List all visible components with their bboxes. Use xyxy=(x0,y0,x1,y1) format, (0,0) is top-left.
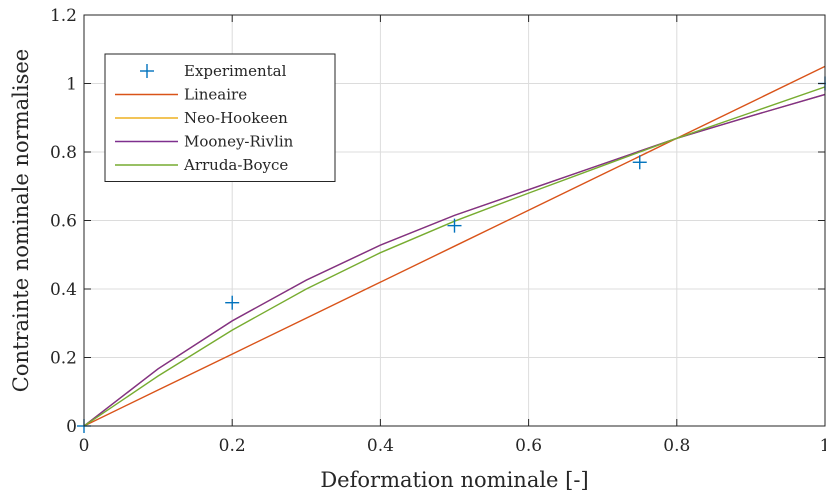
x-tick-label: 0 xyxy=(79,436,90,456)
y-tick-label: 0.2 xyxy=(50,349,77,369)
y-tick-label: 1 xyxy=(66,75,77,95)
y-tick-label: 0.8 xyxy=(50,143,77,163)
series-line-lineaire xyxy=(84,65,825,426)
legend-item: Neo-Hookeen xyxy=(115,109,288,127)
y-tick-label: 0.6 xyxy=(50,212,77,232)
legend-label: Neo-Hookeen xyxy=(184,109,288,127)
x-axis-label: Deformation nominale [-] xyxy=(320,468,588,492)
x-tick-label: 0.6 xyxy=(515,436,542,456)
data-point xyxy=(447,218,462,233)
x-tick-label: 1 xyxy=(820,436,826,456)
legend-item: Lineaire xyxy=(115,86,247,104)
x-tick-label: 0.4 xyxy=(367,436,394,456)
x-tick-label: 0.2 xyxy=(219,436,246,456)
data-point xyxy=(225,295,240,310)
legend-label: Arruda-Boyce xyxy=(183,156,288,174)
data-point xyxy=(632,155,647,170)
legend-label: Mooney-Rivlin xyxy=(184,133,294,151)
y-tick-label: 0.4 xyxy=(50,280,77,300)
x-tick-label: 0.8 xyxy=(663,436,690,456)
legend-item: Arruda-Boyce xyxy=(115,156,288,174)
legend-marker xyxy=(140,64,154,78)
y-axis-label: Contrainte nominale normalisee xyxy=(9,49,33,392)
tick-labels: 0 0.2 0.4 0.6 0.8 1 0 0.2 0.4 0.6 0.8 1 1.2 xyxy=(50,6,826,456)
legend-label: Lineaire xyxy=(184,86,247,104)
legend: Experimental Lineaire Neo-Hookeen Mooney-Ri… xyxy=(104,53,336,182)
legend-label: Experimental xyxy=(184,62,287,80)
series-line-mooney-rivlin xyxy=(84,93,825,426)
legend-item: Experimental xyxy=(140,62,287,80)
y-tick-label: 1.2 xyxy=(50,6,77,26)
legend-item: Mooney-Rivlin xyxy=(115,133,294,151)
y-tick-label: 0 xyxy=(66,417,77,437)
plot-series xyxy=(77,65,826,433)
